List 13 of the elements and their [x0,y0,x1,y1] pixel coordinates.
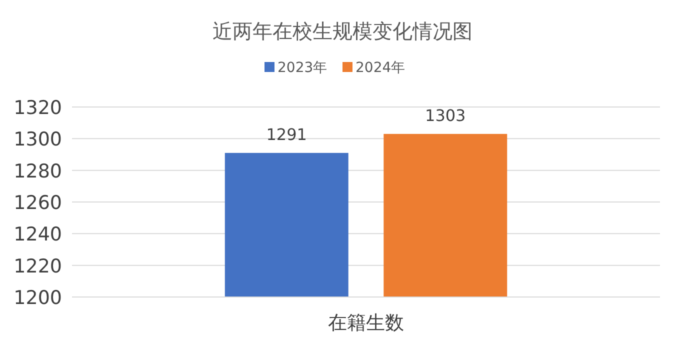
legend-label: 2024年 [356,60,406,76]
y-tick-label: 1220 [14,255,62,278]
y-tick-label: 1200 [14,287,62,309]
x-tick-label: 在籍生数 [328,312,404,334]
y-tick-label: 1240 [14,224,62,246]
y-tick-label: 1300 [14,128,62,151]
data-label: 1291 [266,124,307,144]
legend-label: 2023年 [278,60,328,76]
chart-title: 近两年在校生规模变化情况图 [212,19,472,43]
data-label: 1303 [425,106,466,125]
y-tick-label: 1280 [14,160,62,182]
y-tick-label: 1320 [14,97,62,119]
y-tick-label: 1260 [14,192,62,214]
